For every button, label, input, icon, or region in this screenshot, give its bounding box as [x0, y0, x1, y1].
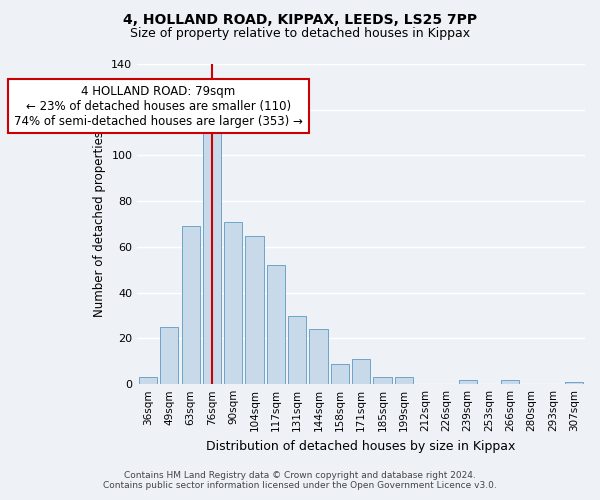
Bar [267, 266, 285, 384]
Bar [203, 132, 221, 384]
Text: 4, HOLLAND ROAD, KIPPAX, LEEDS, LS25 7PP: 4, HOLLAND ROAD, KIPPAX, LEEDS, LS25 7PP [123, 12, 477, 26]
Bar [310, 330, 328, 384]
Bar [224, 222, 242, 384]
Bar [458, 380, 477, 384]
Bar [352, 359, 370, 384]
Bar [395, 378, 413, 384]
Bar [502, 380, 520, 384]
Bar [139, 378, 157, 384]
Text: 4 HOLLAND ROAD: 79sqm
← 23% of detached houses are smaller (110)
74% of semi-det: 4 HOLLAND ROAD: 79sqm ← 23% of detached … [14, 84, 303, 128]
Text: Size of property relative to detached houses in Kippax: Size of property relative to detached ho… [130, 28, 470, 40]
Bar [160, 327, 178, 384]
Y-axis label: Number of detached properties: Number of detached properties [93, 131, 106, 317]
Bar [565, 382, 583, 384]
Bar [245, 236, 263, 384]
Bar [182, 226, 200, 384]
Bar [288, 316, 306, 384]
X-axis label: Distribution of detached houses by size in Kippax: Distribution of detached houses by size … [206, 440, 516, 452]
Bar [331, 364, 349, 384]
Bar [373, 378, 392, 384]
Text: Contains HM Land Registry data © Crown copyright and database right 2024.
Contai: Contains HM Land Registry data © Crown c… [103, 470, 497, 490]
